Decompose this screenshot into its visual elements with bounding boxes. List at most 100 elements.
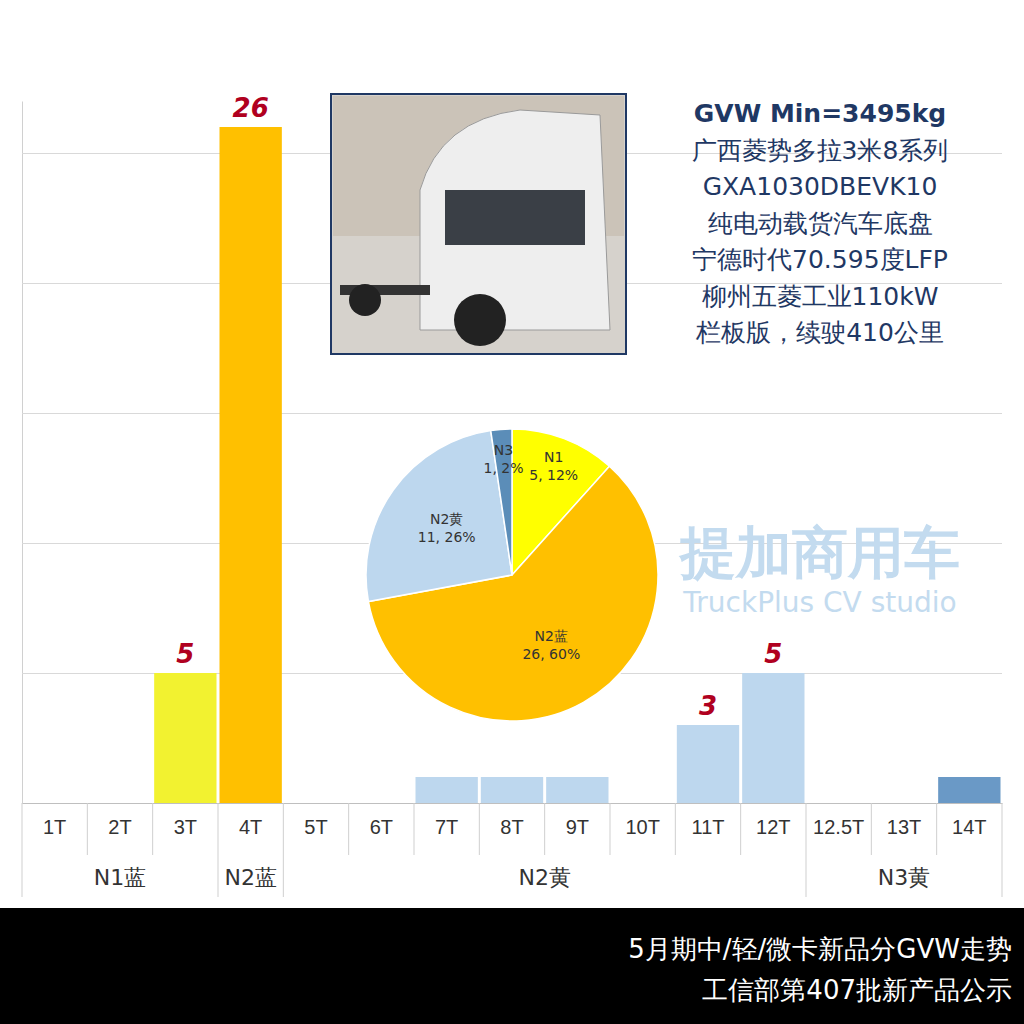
footer-band	[0, 908, 1024, 1024]
x-tick-label: 3T	[174, 816, 197, 838]
x-tick: 8T	[500, 816, 523, 838]
annotation: 栏板版，续驶410公里	[695, 318, 944, 347]
annotation: GXA1030DBEVK10	[703, 172, 938, 201]
bar	[416, 777, 478, 803]
separator	[283, 803, 284, 897]
bar	[938, 777, 1000, 803]
y-axis-line	[22, 102, 23, 804]
separator	[218, 803, 219, 897]
data-label: 5	[176, 639, 194, 669]
annotation: 纯电动载货汽车底盘	[708, 209, 933, 238]
x-tick: 2T	[108, 816, 131, 838]
x-tick-label: 11T	[692, 816, 725, 838]
photo-wheel	[349, 284, 381, 316]
separator	[414, 803, 415, 855]
x-tick: 12T	[756, 816, 790, 838]
watermark: TruckPlus CV studio	[682, 586, 956, 619]
data-label: 5	[764, 639, 782, 669]
separator	[740, 803, 741, 855]
group-label: N2黄	[518, 865, 570, 890]
x-tick: 14T	[952, 816, 986, 838]
bar	[546, 777, 608, 803]
pie-slice	[366, 431, 512, 602]
x-tick: 9T	[566, 816, 589, 838]
separator	[544, 803, 545, 855]
bar	[873, 803, 935, 804]
x-tick-label: 4T	[239, 816, 262, 838]
separator	[348, 803, 349, 855]
title: 5月期中/轻/微卡新品分GVW走势	[628, 934, 1012, 964]
separator	[610, 803, 611, 855]
bar	[350, 803, 412, 804]
separator	[22, 803, 23, 897]
x-tick-label: 13T	[887, 816, 921, 838]
x-tick-label: 5T	[304, 816, 327, 838]
pie-label: N3	[494, 442, 513, 458]
y-tick	[22, 413, 1002, 414]
x-tick: 11T	[692, 816, 725, 838]
pie-label: N1	[544, 449, 563, 465]
pie-label: N2蓝	[535, 628, 568, 644]
separators	[22, 803, 1002, 897]
photo-truck	[420, 110, 610, 330]
x-tick: 5T	[304, 816, 327, 838]
group-label: N2蓝	[224, 865, 276, 890]
x-tick-label: 2T	[108, 816, 131, 838]
grid-line	[22, 413, 1002, 414]
x-tick: 10T	[625, 816, 659, 838]
group-label: N3黄	[878, 865, 930, 890]
x-tick-label: 10T	[625, 816, 659, 838]
photo-window	[445, 190, 585, 245]
annotation: GVW Min=3495kg	[694, 99, 946, 128]
photo	[331, 94, 626, 354]
x-tick: 3T	[174, 816, 197, 838]
x-tick-label: 7T	[435, 816, 458, 838]
x-tick-label: 12T	[756, 816, 790, 838]
pie	[366, 429, 658, 721]
separator	[871, 803, 872, 855]
separator	[806, 803, 807, 897]
annotation: 宁德时代70.595度LFP	[692, 245, 948, 274]
pie-label: N2黄	[430, 511, 463, 527]
separator	[936, 803, 937, 855]
data-label: 3	[699, 691, 717, 721]
x-tick-label: 14T	[952, 816, 986, 838]
subtitle: 工信部第407批新产品公示	[702, 975, 1012, 1005]
bar	[808, 803, 870, 804]
group-label: N1蓝	[94, 865, 146, 890]
x-tick: 4T	[239, 816, 262, 838]
bars	[154, 127, 1000, 803]
x-tick-label: 8T	[500, 816, 523, 838]
bar	[220, 127, 282, 803]
watermark: 提加商用车	[678, 520, 960, 585]
chart-root: 提加商用车TruckPlus CV studio 5 26 3 5 1T 2T 3T 4T 5T 6…	[0, 0, 1024, 1024]
x-tick: 6T	[370, 816, 393, 838]
pie-value-label: 5, 12%	[529, 467, 578, 483]
x-tick: 7T	[435, 816, 458, 838]
photo-wheel	[454, 294, 506, 346]
separator	[675, 803, 676, 855]
pie-value-label: 1, 2%	[483, 460, 523, 476]
pie-value-label: 11, 26%	[418, 529, 476, 545]
separator	[87, 803, 88, 855]
bar	[24, 803, 86, 804]
x-tick: 1T	[43, 816, 66, 838]
separator	[1002, 803, 1003, 897]
x-tick: 13T	[887, 816, 921, 838]
grid-line	[22, 803, 1002, 804]
bar	[154, 673, 216, 803]
x-tick-label: 9T	[566, 816, 589, 838]
bar	[481, 777, 543, 803]
data-label: 26	[233, 93, 269, 123]
pie-value-label: 26, 60%	[522, 646, 580, 662]
annotation: 广西菱势多拉3米8系列	[692, 136, 949, 165]
separator	[152, 803, 153, 855]
x-tick: 12.5T	[813, 816, 864, 838]
bar	[285, 803, 347, 804]
x-axis: 1T 2T 3T 4T 5T 6T 7T 8T 9T 10T 11T 12T 12.5T 13T 14T	[23, 804, 1003, 839]
y-axis	[22, 102, 1002, 804]
bar	[612, 803, 674, 804]
x-axis-line	[23, 803, 1003, 804]
bar	[677, 725, 739, 803]
pie-labels: N1 5, 12% N2蓝 26, 60% N2黄 11, 26% N3 1, 2%	[418, 442, 580, 663]
